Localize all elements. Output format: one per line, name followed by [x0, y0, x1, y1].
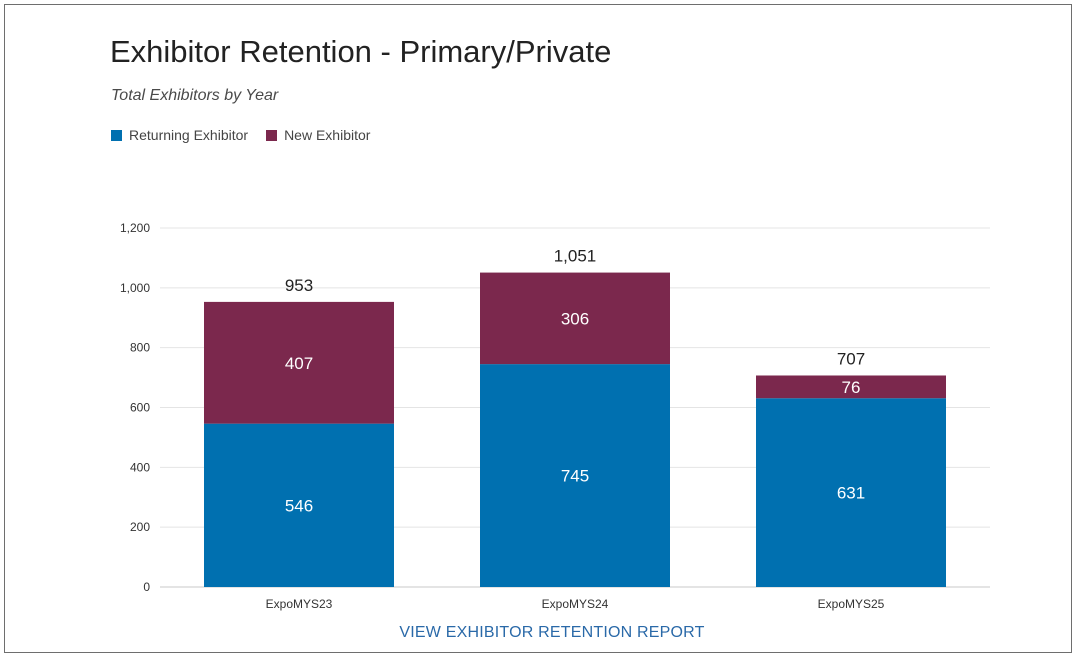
total-label: 953	[285, 276, 313, 295]
bar-returning-exhibitor	[480, 364, 670, 587]
bar-new-exhibitor	[756, 375, 946, 399]
y-tick-label: 0	[143, 580, 150, 594]
chart-title: Exhibitor Retention - Primary/Private	[110, 34, 612, 69]
data-label-returning: 745	[561, 467, 589, 486]
bar-returning-exhibitor	[756, 398, 946, 587]
x-tick-label: ExpoMYS24	[542, 597, 609, 611]
legend-item-returning: Returning Exhibitor	[111, 127, 248, 143]
y-tick-label: 1,000	[120, 281, 150, 295]
data-label-new: 306	[561, 309, 589, 328]
bar-new-exhibitor	[204, 301, 394, 424]
view-report-link[interactable]: VIEW EXHIBITOR RETENTION REPORT	[399, 624, 705, 641]
stacked-bar-chart: 0 200 400 600 800 1,000 1,200 546 407 953 ExpoMYS2…	[120, 221, 990, 611]
y-tick-label: 1,200	[120, 221, 150, 235]
data-label-returning: 546	[285, 496, 313, 515]
bar-new-exhibitor	[480, 272, 670, 365]
y-tick-label: 400	[130, 460, 150, 474]
data-label-new: 407	[285, 354, 313, 373]
y-tick-label: 800	[130, 341, 150, 355]
data-label-new: 76	[842, 378, 861, 397]
y-tick-label: 200	[130, 520, 150, 534]
legend-label-returning: Returning Exhibitor	[129, 127, 249, 143]
chart-subtitle: Total Exhibitors by Year	[111, 87, 279, 104]
total-label: 707	[837, 349, 865, 368]
legend-swatch-new	[266, 129, 278, 141]
data-label-returning: 631	[837, 484, 865, 503]
bar-returning-exhibitor	[204, 423, 394, 587]
x-tick-label: ExpoMYS23	[266, 597, 333, 611]
legend-label-new: New Exhibitor	[284, 127, 371, 143]
chart-legend: Returning Exhibitor New Exhibitor	[111, 127, 388, 143]
y-tick-label: 600	[130, 401, 150, 415]
legend-swatch-returning	[111, 129, 122, 141]
x-tick-label: ExpoMYS25	[818, 597, 885, 611]
total-label: 1,051	[554, 247, 597, 266]
legend-item-new: New Exhibitor	[266, 127, 370, 143]
